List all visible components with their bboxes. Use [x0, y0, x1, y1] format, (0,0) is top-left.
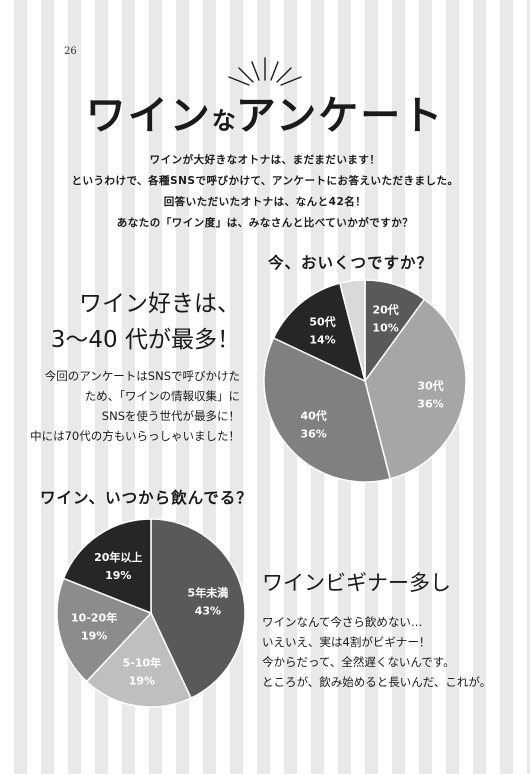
- age-body-line: 今回のアンケートはSNSで呼びかけた: [44, 369, 240, 383]
- age-headline: ワイン好きは、 3〜40 代が最多！: [20, 286, 240, 358]
- slice-value-label: 19%: [105, 569, 131, 582]
- age-body-line: SNSを使う世代が最多に！: [101, 409, 240, 423]
- age-pie-chart: 20代 10% 30代 36% 40代 36% 50代 14%: [263, 279, 467, 483]
- slice-value-label: 14%: [309, 334, 335, 347]
- burst-decoration-icon: [228, 57, 302, 86]
- pie-slice: [263, 336, 392, 483]
- age-body: 今回のアンケートはSNSで呼びかけた ため、「ワインの情報収集」に SNSを使う…: [18, 366, 240, 446]
- title-rest: アンケート: [235, 93, 445, 139]
- beginner-body: ワインなんて今さら飲めない… いえいえ、実は4割がビギナー！ 今からだって、全然…: [262, 612, 491, 692]
- slice-label: 10-20年: [71, 611, 117, 625]
- slice-value-label: 43%: [195, 604, 221, 617]
- slice-label: 20代: [372, 303, 398, 317]
- slice-value-label: 19%: [129, 675, 155, 688]
- slice-label: 40代: [300, 408, 326, 422]
- slice-value-label: 36%: [417, 397, 443, 410]
- intro-line: 回答いただいたオトナは、なんと42名！: [163, 196, 367, 208]
- experience-question: ワイン、いつから飲んでる？: [40, 489, 253, 507]
- experience-pie-chart: 5年未満 43% 5-10年 19% 10-20年 19% 20年以上 19%: [56, 518, 246, 708]
- slice-label: 30代: [417, 378, 443, 392]
- intro-line: というわけで、各種SNSで呼びかけて、アンケートにお答えいただきました。: [71, 175, 459, 187]
- slice-value-label: 36%: [300, 427, 326, 440]
- pie-slice: [272, 282, 367, 383]
- page-number: 26: [64, 46, 77, 57]
- intro-text: ワインが大好きなオトナは、まだまだいます！ というわけで、各種SNSで呼びかけて…: [0, 150, 530, 234]
- age-body-line: 中には70代の方もいらっしゃいました！: [30, 429, 240, 443]
- slice-label: 20年以上: [94, 550, 142, 564]
- intro-line: ワインが大好きなオトナは、まだまだいます！: [149, 154, 381, 166]
- beginner-headline: ワインビギナー多し: [262, 571, 451, 595]
- pie-slice: [364, 298, 467, 480]
- intro-line: あなたの「ワイン度」は、みなさんと比べていかがですか？: [116, 217, 414, 229]
- pie-slice: [62, 518, 152, 615]
- slice-label: 5-10年: [123, 656, 162, 670]
- slice-label: 5年未満: [188, 585, 229, 599]
- pie-slice: [338, 279, 366, 382]
- age-headline-line: ワイン好きは、: [79, 291, 240, 317]
- beginner-body-line: ワインなんて今さら飲めない…: [262, 615, 423, 629]
- pie-slice: [85, 611, 193, 708]
- slice-value-label: 10%: [372, 322, 398, 335]
- age-body-line: ため、「ワインの情報収集」に: [84, 389, 240, 403]
- pie-slice: [150, 518, 246, 700]
- age-question: 今、おいくつですか？: [268, 254, 434, 272]
- page-title: ワインなアンケート: [0, 90, 530, 147]
- beginner-body-line: ところが、飲み始めると長いんだ、これが。: [262, 675, 492, 689]
- age-headline-line: 3〜40 代が最多！: [50, 327, 240, 353]
- slice-value-label: 19%: [81, 630, 107, 643]
- title-small: な: [211, 107, 236, 135]
- beginner-body-line: いえいえ、実は4割がビギナー！: [262, 635, 431, 649]
- beginner-body-line: 今からだって、全然遅くないんです。: [262, 655, 455, 669]
- title-main: ワイン: [85, 93, 212, 139]
- slice-label: 50代: [309, 315, 335, 329]
